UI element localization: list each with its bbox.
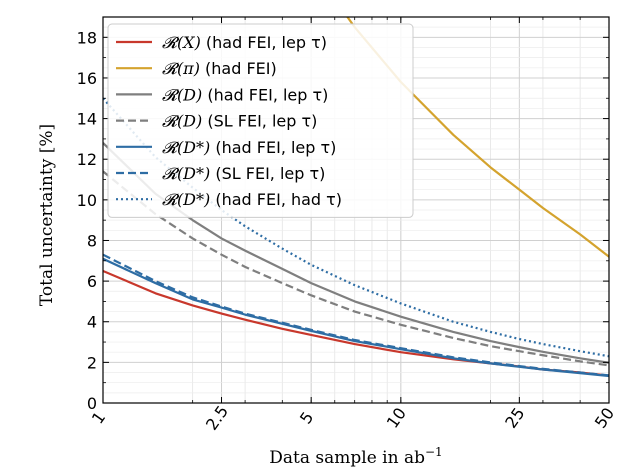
series-line xyxy=(103,170,609,367)
series-line xyxy=(103,142,609,364)
x-tick-label: 50 xyxy=(591,404,618,432)
legend-label: 𝓡(D) (SL FEI, lep τ) xyxy=(162,112,317,131)
y-tick-label: 0 xyxy=(87,394,97,413)
y-tick-label: 10 xyxy=(77,191,97,210)
series-line xyxy=(103,97,609,358)
x-tick-label: 2.5 xyxy=(202,402,232,434)
legend-label: 𝓡(X) (had FEI, lep τ) xyxy=(162,33,327,52)
y-axis-label: Total uncertainty [%] xyxy=(37,124,57,306)
legend: 𝓡(X) (had FEI, lep τ) 𝓡(π) (had FEI) 𝓡(D) … xyxy=(107,23,414,218)
x-tick-label: 1 xyxy=(88,408,109,427)
legend-box xyxy=(107,23,414,218)
legend-label: 𝓡(D) (had FEI, lep τ) xyxy=(162,85,328,104)
x-tick-label: 10 xyxy=(383,404,410,432)
x-tick-label: 5 xyxy=(296,408,317,427)
legend-label: 𝓡(π) (had FEI) xyxy=(162,59,277,78)
y-tick-label: 6 xyxy=(87,272,97,291)
y-tick-label: 12 xyxy=(77,150,97,169)
series-line xyxy=(103,269,609,377)
x-axis-label: Data sample in ab−1 xyxy=(269,445,442,468)
y-tick-label: 18 xyxy=(77,28,97,47)
y-tick-label: 8 xyxy=(87,231,97,250)
legend-label: 𝓡(D*) (SL FEI, lep τ) xyxy=(162,164,325,183)
series-line xyxy=(103,257,609,378)
x-tick-label: 25 xyxy=(501,404,528,432)
series-line xyxy=(103,253,609,377)
plot-frame xyxy=(102,16,610,404)
y-tick-label: 4 xyxy=(87,313,97,332)
y-tick-label: 16 xyxy=(77,69,97,88)
y-tick-label: 2 xyxy=(87,353,97,372)
legend-label: 𝓡(D*) (had FEI, lep τ) xyxy=(162,138,336,157)
y-tick-label: 14 xyxy=(77,110,97,129)
legend-label: 𝓡(D*) (had FEI, had τ) xyxy=(162,190,342,209)
